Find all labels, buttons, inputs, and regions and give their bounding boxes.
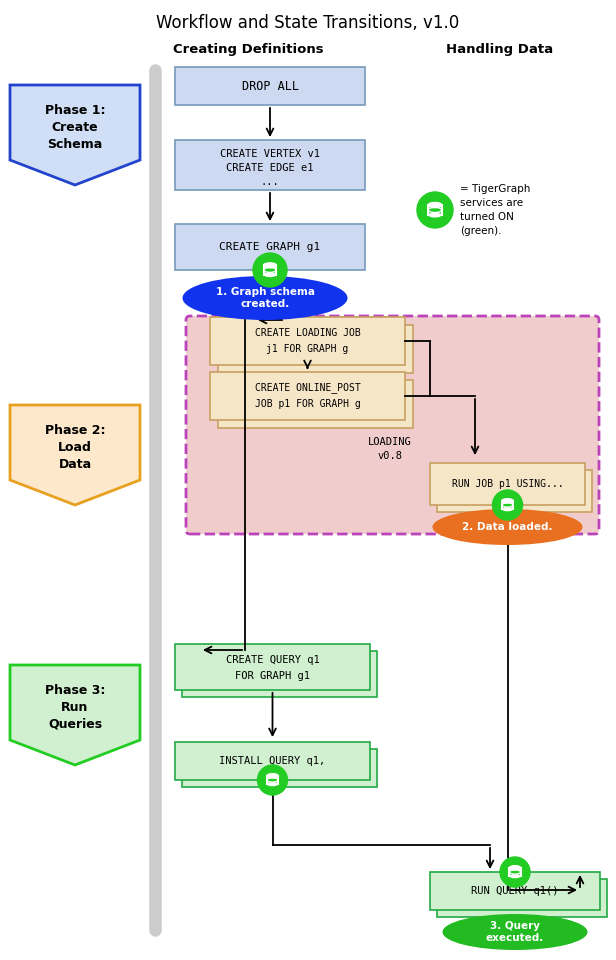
Text: JOB p1 FOR GRAPH g: JOB p1 FOR GRAPH g	[254, 399, 360, 409]
FancyBboxPatch shape	[182, 749, 377, 787]
Text: Workflow and State Transitions, v1.0: Workflow and State Transitions, v1.0	[156, 14, 460, 32]
Ellipse shape	[442, 914, 588, 950]
Circle shape	[500, 857, 530, 887]
FancyBboxPatch shape	[182, 651, 377, 697]
FancyBboxPatch shape	[175, 67, 365, 105]
Text: 1. Graph schema
created.: 1. Graph schema created.	[216, 287, 315, 309]
Text: RUN JOB p1 USING...: RUN JOB p1 USING...	[452, 479, 563, 489]
Text: 3. Query
executed.: 3. Query executed.	[486, 921, 544, 943]
FancyBboxPatch shape	[430, 463, 585, 505]
Text: Phase 2:
Load
Data: Phase 2: Load Data	[45, 424, 105, 470]
FancyBboxPatch shape	[210, 317, 405, 365]
Text: v0.8: v0.8	[378, 451, 402, 461]
Ellipse shape	[264, 263, 277, 268]
Text: CREATE ONLINE_POST: CREATE ONLINE_POST	[254, 382, 360, 394]
Text: 2. Data loaded.: 2. Data loaded.	[462, 522, 553, 532]
Text: DROP ALL: DROP ALL	[241, 80, 299, 92]
Polygon shape	[10, 85, 140, 185]
Text: INSTALL QUERY q1,: INSTALL QUERY q1,	[219, 756, 326, 766]
Text: Creating Definitions: Creating Definitions	[172, 43, 323, 57]
Polygon shape	[10, 405, 140, 505]
FancyBboxPatch shape	[210, 372, 405, 420]
Circle shape	[257, 765, 288, 795]
Text: Handling Data: Handling Data	[447, 43, 554, 57]
Text: CREATE QUERY q1: CREATE QUERY q1	[225, 655, 319, 665]
Text: LOADING: LOADING	[368, 437, 412, 447]
Ellipse shape	[267, 782, 278, 786]
FancyBboxPatch shape	[437, 470, 592, 512]
Text: FOR GRAPH g1: FOR GRAPH g1	[235, 671, 310, 681]
Ellipse shape	[502, 507, 513, 512]
FancyBboxPatch shape	[175, 140, 365, 190]
Text: j1 FOR GRAPH g: j1 FOR GRAPH g	[266, 344, 349, 354]
Ellipse shape	[267, 774, 278, 778]
Ellipse shape	[502, 498, 513, 503]
Ellipse shape	[432, 509, 583, 545]
FancyBboxPatch shape	[175, 644, 370, 690]
FancyBboxPatch shape	[437, 879, 607, 917]
Text: CREATE EDGE e1: CREATE EDGE e1	[226, 163, 314, 173]
FancyBboxPatch shape	[175, 742, 370, 780]
FancyBboxPatch shape	[175, 224, 365, 270]
Circle shape	[253, 253, 287, 287]
Ellipse shape	[182, 276, 347, 320]
Text: CREATE LOADING JOB: CREATE LOADING JOB	[254, 328, 360, 338]
Circle shape	[493, 490, 522, 520]
Ellipse shape	[509, 866, 521, 870]
FancyBboxPatch shape	[218, 325, 413, 373]
Text: CREATE GRAPH g1: CREATE GRAPH g1	[219, 242, 320, 252]
Text: = TigerGraph
services are
turned ON
(green).: = TigerGraph services are turned ON (gre…	[460, 184, 530, 236]
Circle shape	[417, 192, 453, 228]
Ellipse shape	[509, 875, 521, 878]
FancyBboxPatch shape	[430, 872, 600, 910]
Text: Phase 3:
Run
Queries: Phase 3: Run Queries	[45, 684, 105, 731]
FancyBboxPatch shape	[186, 316, 599, 534]
Text: CREATE VERTEX v1: CREATE VERTEX v1	[220, 149, 320, 159]
Ellipse shape	[264, 273, 277, 277]
FancyBboxPatch shape	[218, 380, 413, 428]
Text: ...: ...	[261, 177, 280, 187]
Ellipse shape	[428, 212, 442, 218]
Ellipse shape	[428, 203, 442, 207]
Text: Phase 1:
Create
Schema: Phase 1: Create Schema	[45, 105, 105, 151]
Text: RUN QUERY q1(): RUN QUERY q1()	[471, 886, 559, 896]
Polygon shape	[10, 665, 140, 765]
